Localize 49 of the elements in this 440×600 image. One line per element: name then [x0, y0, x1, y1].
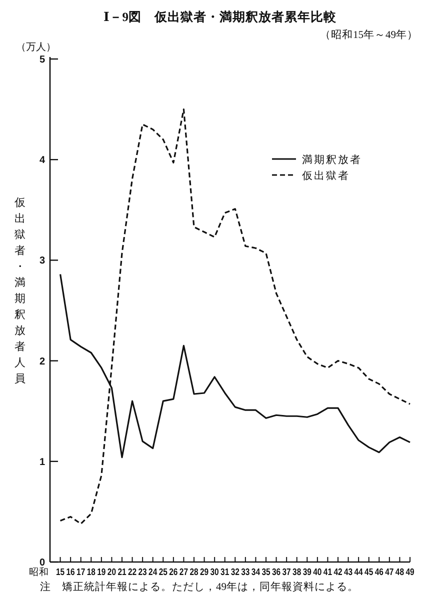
x-tick-label: 37 — [282, 567, 293, 578]
x-tick-label: 23 — [138, 567, 149, 578]
y-tick-label: 5 — [39, 54, 46, 66]
x-tick-label: 31 — [220, 567, 232, 578]
x-tick-label: 30 — [210, 567, 221, 578]
y-tick-label: 4 — [39, 155, 46, 166]
x-tick-label: 38 — [292, 567, 304, 578]
legend-label: 仮出獄者 — [302, 169, 350, 182]
y-tick-label: 1 — [39, 456, 46, 468]
x-tick-label: 40 — [313, 567, 324, 578]
x-tick-label: 44 — [354, 567, 365, 578]
x-tick-label: 39 — [302, 567, 314, 578]
x-tick-label: 24 — [148, 567, 160, 578]
x-tick-label: 48 — [395, 567, 406, 578]
legend-label: 満期釈放者 — [302, 153, 362, 166]
x-tick-label: 20 — [107, 567, 118, 578]
text: （万人） — [16, 42, 56, 53]
x-tick-label: 49 — [406, 567, 416, 578]
chart-subtitle: （昭和15年～49年） — [320, 28, 418, 41]
x-tick-label: 41 — [323, 567, 334, 578]
x-tick-label: 17 — [76, 567, 88, 578]
x-tick-label: 34 — [251, 567, 262, 578]
text: 仮出獄者・満期釈放者人員 — [14, 197, 26, 385]
x-tick-label: 36 — [272, 567, 283, 578]
x-tick-label: 32 — [230, 567, 242, 578]
x-tick-label: 33 — [241, 567, 252, 578]
x-tick-label: 29 — [200, 567, 211, 578]
x-tick-label: 45 — [364, 567, 376, 578]
x-tick-label: 21 — [118, 567, 128, 578]
x-tick-label: 25 — [158, 567, 170, 578]
chart-title: Ⅰ－9図 仮出獄者・満期釈放者累年比較 — [103, 9, 338, 24]
x-tick-label: 26 — [169, 567, 180, 578]
y-tick-label: 2 — [39, 356, 46, 368]
x-tick-label: 16 — [66, 567, 77, 578]
x-tick-label: 15 — [56, 567, 67, 578]
x-tick-label: 28 — [190, 567, 200, 578]
y-tick-label: 0 — [39, 558, 46, 568]
x-tick-label: 22 — [128, 567, 139, 578]
x-tick-label: 43 — [344, 567, 355, 578]
x-tick-label: 18 — [86, 567, 98, 578]
x-axis-title: 昭和 — [29, 566, 49, 578]
x-tick-label: 35 — [262, 567, 272, 578]
y-tick-label: 3 — [39, 256, 46, 267]
x-tick-label: 46 — [374, 567, 386, 578]
x-tick-label: 42 — [334, 567, 344, 578]
x-tick-label: 19 — [97, 567, 108, 578]
x-tick-label: 27 — [179, 567, 190, 578]
x-tick-label: 47 — [385, 567, 396, 578]
text: 注 矯正統計年報による。ただし，49年は，同年報資料による。 — [40, 580, 358, 593]
